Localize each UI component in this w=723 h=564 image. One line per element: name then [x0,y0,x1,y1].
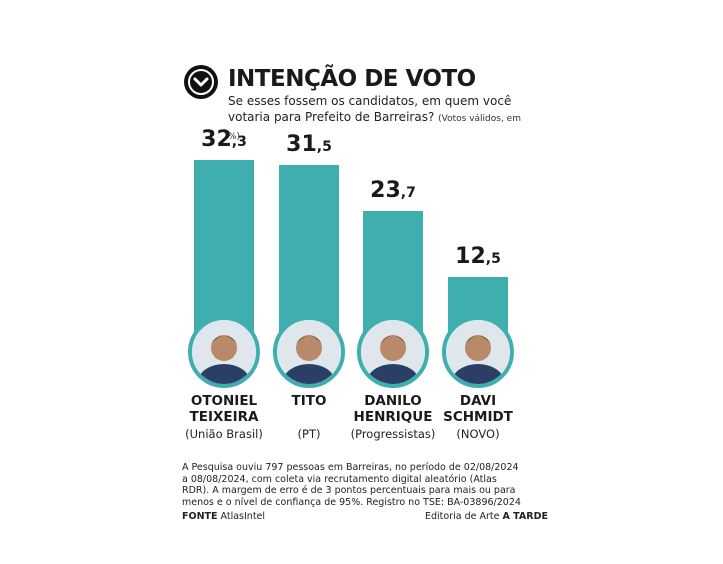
candidate-name: OTONIEL TEIXEIRA [189,393,259,425]
candidate-photo [357,316,429,388]
candidate-photo [188,316,260,388]
credit-name: A TARDE [502,511,548,522]
source-name: AtlasIntel [220,511,266,522]
value-label: 12,5 [455,244,501,270]
candidate-photo [442,316,514,388]
photo-placeholder [361,320,425,384]
footnote: A Pesquisa ouviu 797 pessoas em Barreira… [182,462,521,508]
candidate-name: DAVI SCHMIDT [443,393,513,425]
value-label: 32,3 [201,127,247,153]
subtitle: Se esses fossem os candidatos, em quem v… [228,94,512,124]
candidate-name: DANILO HENRIQUE [353,393,433,425]
candidate-name: TITO [291,393,327,409]
note: (Votos válidos, em %) [228,114,521,142]
candidate-party: (União Brasil) [185,427,263,441]
candidate-party: (PT) [297,427,321,441]
credit-label: Editoria de Arte [425,511,500,522]
photo-placeholder [192,320,256,384]
value-label: 23,7 [370,178,416,204]
candidate-party: (NOVO) [456,427,500,441]
candidate-party: (Progressistas) [350,427,436,441]
credit: Editoria de Arte A TARDE [425,511,548,522]
source-label: FONTE [182,511,218,522]
photo-placeholder [277,320,341,384]
source: FONTE AtlasIntel [182,511,265,522]
chart-title: INTENÇÃO DE VOTO [228,66,476,92]
candidate-photo [273,316,345,388]
value-label: 31,5 [286,132,332,158]
title-icon [184,65,218,99]
photo-placeholder [446,320,510,384]
subtitle-block: Se esses fossem os candidatos, em quem v… [228,93,528,145]
